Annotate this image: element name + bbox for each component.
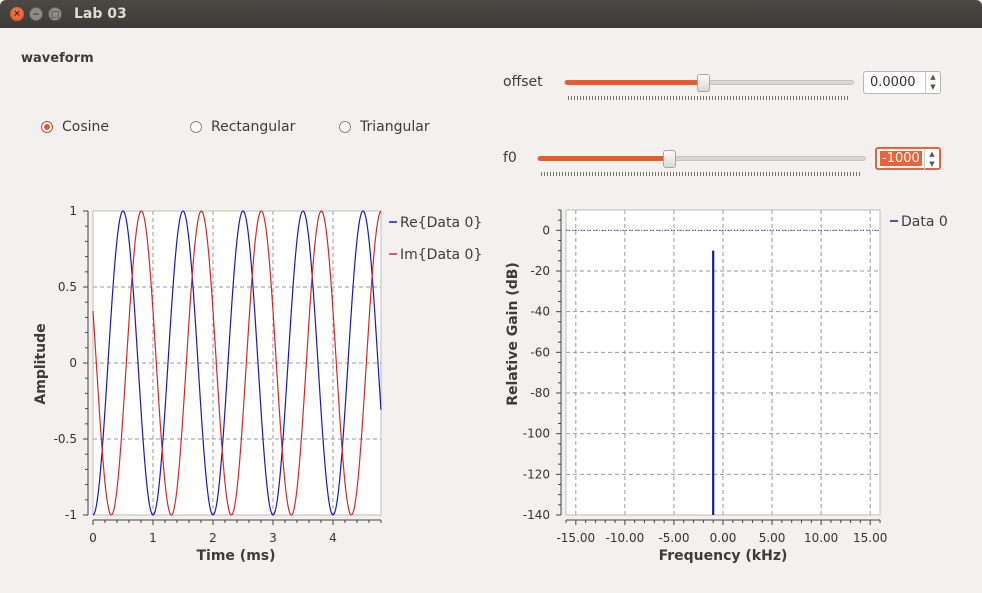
- offset-value: 0.0000: [870, 75, 916, 90]
- minimize-icon[interactable]: −: [29, 7, 43, 21]
- x-tick-label: 15.00: [853, 531, 887, 545]
- time-plot: 1 0.5 0 -0.5 -1 0 1 2 3 4 Time (ms) Amplitude Re{…: [33, 204, 482, 564]
- frequency-grid: [565, 209, 881, 516]
- y-tick-label: -0.5: [54, 432, 77, 446]
- frequency-xlabel: Frequency (kHz): [659, 548, 788, 564]
- time-grid: [92, 210, 382, 516]
- legend-im: Im{Data 0}: [389, 247, 482, 263]
- legend-data0: Data 0: [890, 214, 948, 230]
- title-bar: × − □ Lab 03: [0, 0, 982, 28]
- radio-rectangular[interactable]: Rectangular: [190, 119, 295, 135]
- frequency-plot: 0 -20 -40 -60 -80 -100 -120 -140 -15.00 -10.00 -5.…: [505, 209, 948, 564]
- time-xlabel: Time (ms): [196, 548, 275, 564]
- x-tick-label: 1: [149, 531, 157, 545]
- radio-label: Triangular: [360, 119, 430, 135]
- x-tick-label: 3: [269, 531, 277, 545]
- frequency-series: [566, 229, 880, 515]
- radio-label: Rectangular: [211, 119, 296, 135]
- radio-unchecked-icon: [190, 121, 202, 133]
- f0-label: f0: [503, 150, 517, 166]
- y-tick-label: -1: [65, 508, 77, 522]
- offset-slider-ticks: [568, 96, 850, 100]
- x-tick-label: 10.00: [804, 531, 838, 545]
- x-tick-label: 4: [329, 531, 337, 545]
- y-tick-label: 1: [69, 204, 77, 218]
- y-tick-label: -100: [523, 427, 550, 441]
- x-tick-label: 5.00: [759, 531, 786, 545]
- offset-slider[interactable]: [564, 74, 854, 92]
- f0-slider-ticks: [541, 172, 862, 176]
- f0-value: -1000: [880, 151, 922, 166]
- plot-frame: [92, 210, 382, 516]
- y-tick-label: -140: [523, 508, 550, 522]
- legend-data0-label: Data 0: [901, 214, 948, 230]
- x-tick-label: 0.00: [710, 531, 737, 545]
- series-re-line: [92, 210, 382, 516]
- series-im-line: [92, 210, 382, 516]
- y-tick-label: -60: [530, 345, 550, 359]
- offset-slider-fill: [565, 80, 703, 85]
- offset-spinbox[interactable]: 0.0000 ▲ ▼: [863, 71, 941, 94]
- spin-arrows-icon[interactable]: ▲ ▼: [925, 72, 940, 93]
- f0-spinbox[interactable]: -1000 ▲ ▼: [875, 147, 941, 170]
- legend-im-label: Im{Data 0}: [400, 247, 482, 263]
- frequency-ylabel: Relative Gain (dB): [505, 262, 521, 406]
- time-series: [92, 210, 382, 516]
- y-tick-label: -20: [530, 264, 550, 278]
- x-tick-label: -10.00: [606, 531, 645, 545]
- x-tick-label: -5.00: [658, 531, 689, 545]
- radio-label: Cosine: [62, 119, 110, 135]
- y-tick-label: -80: [530, 386, 550, 400]
- offset-label: offset: [503, 74, 543, 90]
- f0-slider[interactable]: [537, 150, 866, 168]
- y-tick-label: 0: [542, 223, 550, 237]
- close-icon[interactable]: ×: [10, 7, 24, 21]
- frequency-axes: 0 -20 -40 -60 -80 -100 -120 -140 -15.00 -10.00 -5.…: [523, 209, 887, 545]
- time-axes: 1 0.5 0 -0.5 -1 0 1 2 3 4: [54, 204, 382, 545]
- y-tick-label: -120: [523, 467, 550, 481]
- y-tick-label: 0: [69, 356, 77, 370]
- f0-slider-handle[interactable]: [663, 150, 676, 168]
- y-tick-label: -40: [530, 305, 550, 319]
- radio-checked-icon: [41, 121, 53, 133]
- x-tick-label: 2: [209, 531, 217, 545]
- radio-cosine[interactable]: Cosine: [41, 119, 109, 135]
- y-tick-label: 0.5: [58, 280, 77, 294]
- legend-re: Re{Data 0}: [389, 215, 482, 231]
- x-tick-label: 0: [89, 531, 97, 545]
- legend-re-label: Re{Data 0}: [400, 215, 482, 231]
- f0-slider-fill: [538, 156, 669, 161]
- panel-title: waveform: [21, 51, 94, 66]
- plot-frame: [565, 209, 881, 516]
- window-title: Lab 03: [74, 6, 127, 22]
- maximize-icon[interactable]: □: [48, 7, 62, 21]
- time-ylabel: Amplitude: [33, 323, 49, 404]
- radio-unchecked-icon: [339, 121, 351, 133]
- x-tick-label: -15.00: [556, 531, 595, 545]
- offset-slider-handle[interactable]: [697, 74, 710, 92]
- radio-triangular[interactable]: Triangular: [339, 119, 430, 135]
- spin-arrows-icon[interactable]: ▲ ▼: [924, 149, 939, 170]
